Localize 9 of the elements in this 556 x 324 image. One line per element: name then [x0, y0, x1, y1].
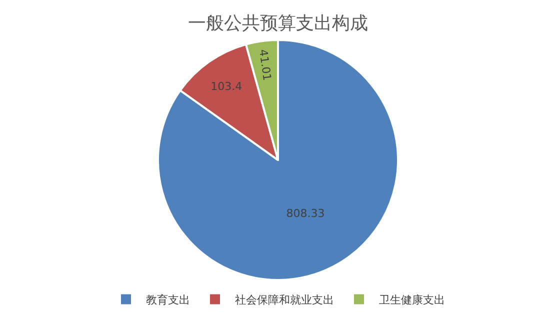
- pie-slice: [157, 39, 399, 281]
- data-label: 103.4: [210, 80, 242, 93]
- data-label: 808.33: [286, 206, 325, 220]
- chart-title: 一般公共预算支出构成: [188, 12, 368, 34]
- legend-label: 社会保障和就业支出: [235, 294, 334, 307]
- data-label: 41.01: [256, 48, 274, 82]
- legend-label: 教育支出: [146, 294, 190, 307]
- pie-slice: [179, 43, 279, 161]
- legend-label: 卫生健康支出: [379, 294, 445, 307]
